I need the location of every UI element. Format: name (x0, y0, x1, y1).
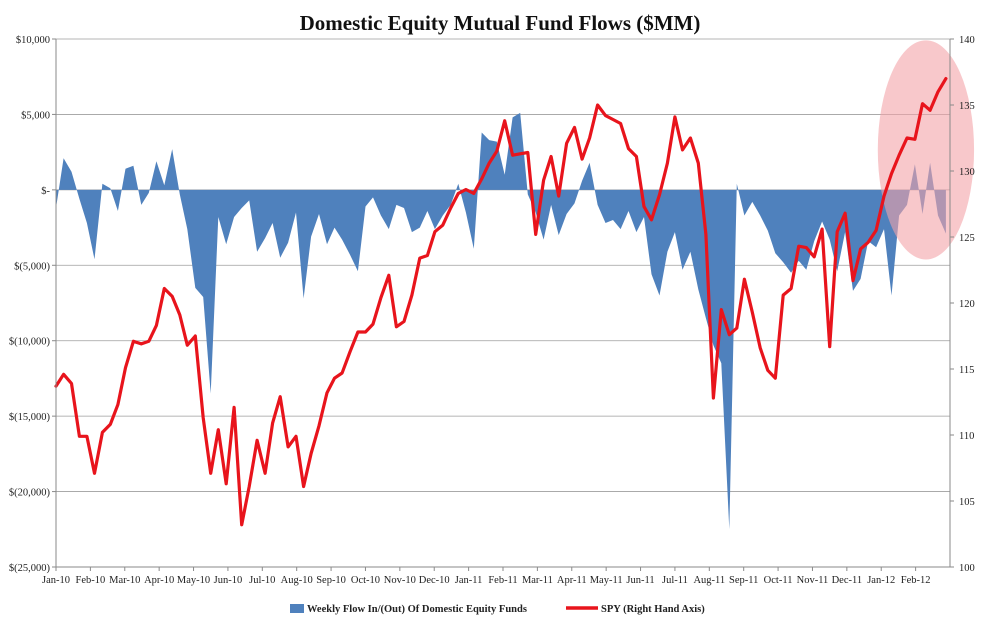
left-tick-label: $(10,000) (9, 337, 51, 348)
x-tick-label: Aug-11 (693, 575, 725, 586)
grid-lines (56, 38, 950, 568)
right-tick-label: 130 (959, 167, 975, 178)
left-tick-label: $(25,000) (9, 563, 51, 574)
left-tick-label: $(15,000) (9, 412, 51, 423)
left-axis-ticks: $10,000 $5,000 $- $(5,000) $(10,000) $(15,000… (9, 35, 51, 574)
x-tick-label: Aug-10 (281, 575, 313, 586)
right-tick-label: 100 (959, 563, 975, 574)
right-tick-label: 120 (959, 299, 975, 310)
x-tick-label: Jan-10 (42, 575, 70, 586)
legend: Weekly Flow In/(Out) Of Domestic Equity … (290, 604, 705, 615)
x-axis-ticks: Jan-10 Feb-10 Mar-10 Apr-10 May-10 Jun-10 Jul-… (42, 575, 930, 586)
x-tick-label: Jun-10 (214, 575, 243, 586)
x-tick-label: May-10 (177, 575, 210, 586)
left-tick-label: $(20,000) (9, 488, 51, 499)
x-tick-label: Jul-11 (662, 575, 688, 586)
legend-spy-label: SPY (Right Hand Axis) (601, 604, 705, 615)
x-tick-label: Sep-11 (729, 575, 758, 586)
left-tick-label: $5,000 (21, 110, 50, 121)
right-tick-label: 140 (959, 35, 975, 46)
x-tick-label: Feb-11 (488, 575, 517, 586)
left-tick-label: $(5,000) (14, 261, 50, 272)
x-tick-label: Feb-12 (901, 575, 931, 586)
flow-series (56, 112, 946, 530)
highlight-annotation (877, 40, 975, 260)
left-tick-label: $- (41, 186, 50, 197)
x-tick-label: Oct-11 (764, 575, 793, 586)
right-tick-label: 125 (959, 233, 975, 244)
x-tick-label: Nov-10 (384, 575, 416, 586)
x-tick-label: Apr-11 (557, 575, 587, 586)
x-tick-label: Mar-10 (109, 575, 140, 586)
spy-line (54, 76, 948, 527)
x-tick-label: Dec-10 (419, 575, 450, 586)
x-tick-label: Mar-11 (522, 575, 553, 586)
x-tick-label: Nov-11 (797, 575, 829, 586)
highlight-ellipse (877, 40, 975, 260)
x-tick-label: May-11 (590, 575, 623, 586)
legend-flow-label: Weekly Flow In/(Out) Of Domestic Equity … (307, 604, 527, 615)
x-tick-label: Apr-10 (144, 575, 174, 586)
right-tick-label: 115 (959, 365, 974, 376)
right-tick-label: 110 (959, 431, 974, 442)
x-tick-label: Jul-10 (249, 575, 275, 586)
x-tick-label: Jun-11 (626, 575, 654, 586)
right-axis-ticks: 140 135 130 125 120 115 110 105 100 (959, 35, 975, 574)
x-tick-label: Jan-12 (867, 575, 895, 586)
x-tick-label: Sep-10 (316, 575, 346, 586)
left-tick-label: $10,000 (16, 35, 50, 46)
flow-area (56, 112, 946, 530)
x-tick-label: Feb-10 (76, 575, 106, 586)
x-tick-label: Dec-11 (832, 575, 863, 586)
right-tick-label: 105 (959, 497, 975, 508)
legend-flow-swatch (290, 604, 304, 613)
chart-title: Domestic Equity Mutual Fund Flows ($MM) (300, 11, 701, 35)
spy-series (54, 76, 948, 527)
right-tick-label: 135 (959, 101, 975, 112)
x-tick-label: Oct-10 (351, 575, 380, 586)
x-tick-label: Jan-11 (455, 575, 483, 586)
axes (52, 38, 954, 571)
